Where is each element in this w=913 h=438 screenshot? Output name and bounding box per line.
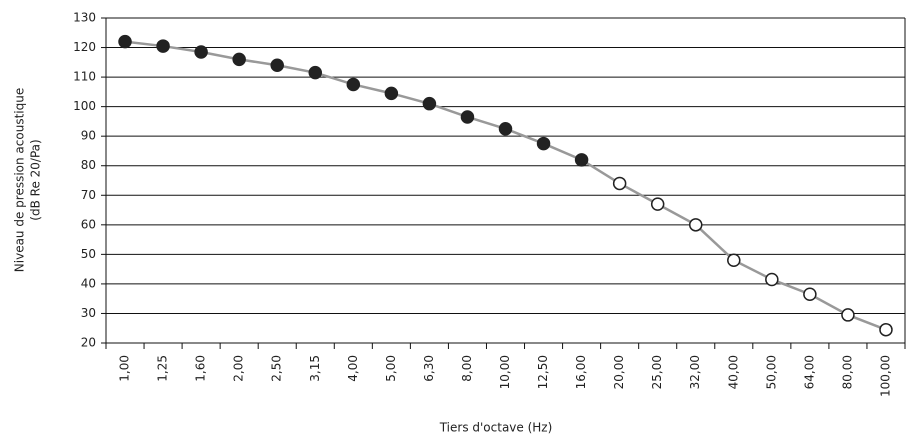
x-tick-label: 4,00 [346, 355, 360, 382]
x-tick-label: 1,60 [194, 355, 208, 382]
data-point [727, 253, 741, 268]
x-tick-label: 20,00 [612, 355, 626, 389]
data-point [194, 45, 208, 59]
y-tick-label: 40 [81, 276, 96, 290]
data-point [118, 34, 132, 49]
y-tick-label: 100 [73, 99, 96, 113]
x-tick-label: 80,00 [840, 355, 854, 389]
y-tick-label: 110 [73, 70, 96, 84]
x-tick-label: 40,00 [726, 355, 740, 389]
y-tick-label: 30 [81, 306, 96, 320]
series-line [124, 40, 887, 331]
data-point [841, 308, 855, 322]
x-tick-label: 64,00 [802, 355, 816, 389]
data-point [612, 176, 627, 191]
y-axis-label: Niveau de pression acoustique [13, 88, 27, 272]
x-tick-label: 12,50 [536, 355, 550, 389]
y-tick-label: 20 [81, 336, 96, 350]
x-tick-label: 100,00 [878, 355, 892, 397]
y-tick-label: 80 [81, 158, 96, 172]
x-tick-label: 1,25 [156, 355, 170, 382]
data-point [498, 122, 513, 136]
x-tick-label: 3,15 [308, 355, 322, 382]
data-point [270, 58, 284, 73]
x-tick-label: 10,00 [498, 355, 512, 389]
y-tick-label: 70 [81, 188, 96, 202]
data-point [879, 322, 893, 337]
x-tick-label: 1,00 [118, 355, 132, 382]
data-point [422, 96, 437, 111]
data-point [232, 52, 246, 67]
x-tick-label: 16,00 [574, 355, 588, 389]
data-point [346, 77, 361, 92]
data-point [765, 272, 779, 287]
data-point [803, 287, 817, 301]
y-axis-label: (dB Re 20/Pa) [29, 139, 43, 220]
y-tick-label: 60 [81, 217, 96, 231]
y-tick-label: 50 [81, 247, 96, 261]
x-tick-label: 2,50 [270, 355, 284, 382]
x-tick-label: 5,00 [384, 355, 398, 382]
data-point [308, 65, 323, 80]
data-point [156, 39, 170, 53]
x-tick-label: 25,00 [650, 355, 664, 389]
data-point [650, 197, 665, 211]
y-tick-label: 90 [81, 129, 96, 143]
x-tick-label: 32,00 [688, 355, 702, 389]
data-point [460, 110, 475, 124]
x-tick-label: 2,00 [232, 355, 246, 382]
data-point [688, 218, 703, 232]
data-point [574, 153, 589, 167]
data-point [536, 136, 551, 151]
x-tick-label: 8,00 [460, 355, 474, 382]
data-point [384, 86, 399, 101]
y-tick-label: 130 [73, 11, 96, 25]
y-tick-label: 120 [73, 40, 96, 54]
x-tick-label: 50,00 [764, 355, 778, 389]
x-axis-label: Tiers d'octave (Hz) [439, 421, 553, 435]
x-tick-label: 6,30 [422, 355, 436, 382]
